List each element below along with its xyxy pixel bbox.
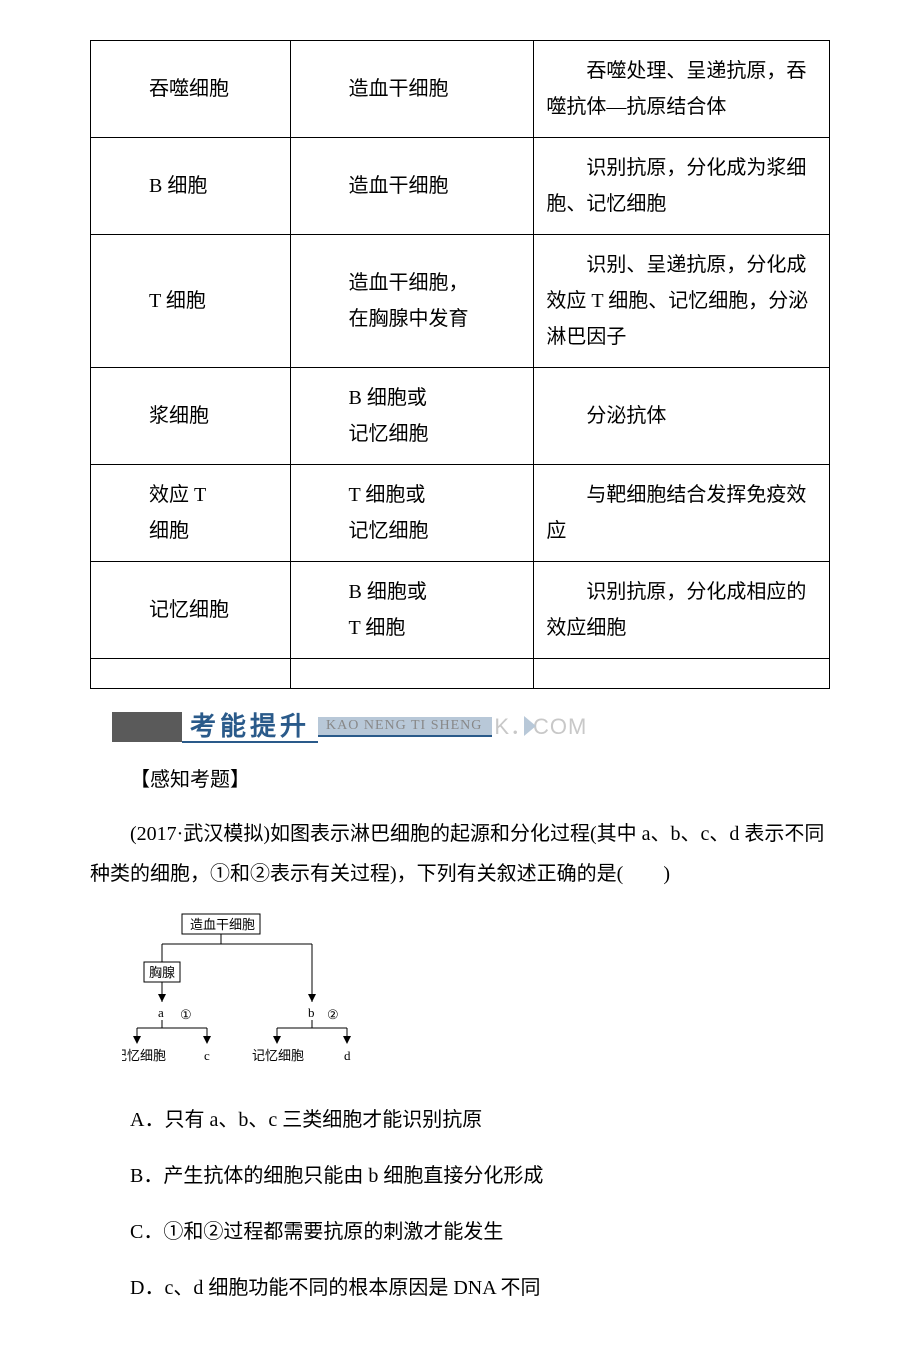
- table-row: B 细胞 造血干细胞 识别抗原，分化成为浆细胞、记忆细胞: [91, 138, 830, 235]
- option-d: D．c、d 细胞功能不同的根本原因是 DNA 不同: [90, 1268, 830, 1308]
- cell-origin: 造血干细胞: [290, 138, 534, 235]
- watermark-text: K．COM: [494, 709, 587, 744]
- diagram-root: 造血干细胞: [190, 917, 255, 932]
- section-heading: 【感知考题】: [90, 764, 830, 796]
- banner-decoration: [112, 712, 182, 742]
- lymphocyte-diagram: .dtext { font-family: "SimSun", serif; f…: [122, 912, 830, 1082]
- svg-text:②: ②: [327, 1007, 339, 1022]
- cell-origin: 造血干细胞: [290, 41, 534, 138]
- cell-name: 浆细胞: [91, 368, 291, 465]
- option-a: A．只有 a、b、c 三类细胞才能识别抗原: [90, 1100, 830, 1140]
- table-row: 效应 T 细胞 T 细胞或 记忆细胞 与靶细胞结合发挥免疫效应: [91, 465, 830, 562]
- table-row: 记忆细胞 B 细胞或 T 细胞 识别抗原，分化成相应的效应细胞: [91, 562, 830, 659]
- banner-pinyin: KAO NENG TI SHENG: [318, 717, 492, 737]
- cell-function: 吞噬处理、呈递抗原，吞噬抗体—抗原结合体: [534, 41, 830, 138]
- cell-function: 与靶细胞结合发挥免疫效应: [534, 465, 830, 562]
- svg-text:a: a: [158, 1005, 164, 1020]
- svg-text:记忆细胞: 记忆细胞: [122, 1048, 166, 1063]
- cell-name: T 细胞: [91, 235, 291, 368]
- table-row-empty: [91, 659, 830, 689]
- cell-name: 记忆细胞: [91, 562, 291, 659]
- cell-function: 识别、呈递抗原，分化成效应 T 细胞、记忆细胞，分泌淋巴因子: [534, 235, 830, 368]
- cell-function: 识别抗原，分化成为浆细胞、记忆细胞: [534, 138, 830, 235]
- cell-origin: T 细胞或 记忆细胞: [290, 465, 534, 562]
- svg-text:记忆细胞: 记忆细胞: [252, 1048, 304, 1063]
- banner-title: 考能提升: [182, 711, 318, 743]
- svg-text:①: ①: [180, 1007, 192, 1022]
- cell-name: 效应 T 细胞: [91, 465, 291, 562]
- diagram-svg: .dtext { font-family: "SimSun", serif; f…: [122, 912, 382, 1072]
- cell-name: 吞噬细胞: [91, 41, 291, 138]
- table-row: 浆细胞 B 细胞或 记忆细胞 分泌抗体: [91, 368, 830, 465]
- cell-origin: B 细胞或 记忆细胞: [290, 368, 534, 465]
- cell-origin: 造血干细胞， 在胸腺中发育: [290, 235, 534, 368]
- cell-origin: B 细胞或 T 细胞: [290, 562, 534, 659]
- cell-name: B 细胞: [91, 138, 291, 235]
- table-row: 吞噬细胞 造血干细胞 吞噬处理、呈递抗原，吞噬抗体—抗原结合体: [91, 41, 830, 138]
- svg-text:c: c: [204, 1048, 210, 1063]
- table-row: T 细胞 造血干细胞， 在胸腺中发育 识别、呈递抗原，分化成效应 T 细胞、记忆…: [91, 235, 830, 368]
- cell-function: 识别抗原，分化成相应的效应细胞: [534, 562, 830, 659]
- section-banner: 考能提升 KAO NENG TI SHENG K．COM: [112, 709, 830, 744]
- svg-text:b: b: [308, 1005, 315, 1020]
- svg-text:胸腺: 胸腺: [149, 965, 175, 980]
- option-b: B．产生抗体的细胞只能由 b 细胞直接分化形成: [90, 1156, 830, 1196]
- cell-function: 分泌抗体: [534, 368, 830, 465]
- question-text: (2017·武汉模拟)如图表示淋巴细胞的起源和分化过程(其中 a、b、c、d 表…: [90, 814, 830, 894]
- svg-text:d: d: [344, 1048, 351, 1063]
- option-c: C．①和②过程都需要抗原的刺激才能发生: [90, 1212, 830, 1252]
- immune-cells-table: 吞噬细胞 造血干细胞 吞噬处理、呈递抗原，吞噬抗体—抗原结合体 B 细胞 造血干…: [90, 40, 830, 689]
